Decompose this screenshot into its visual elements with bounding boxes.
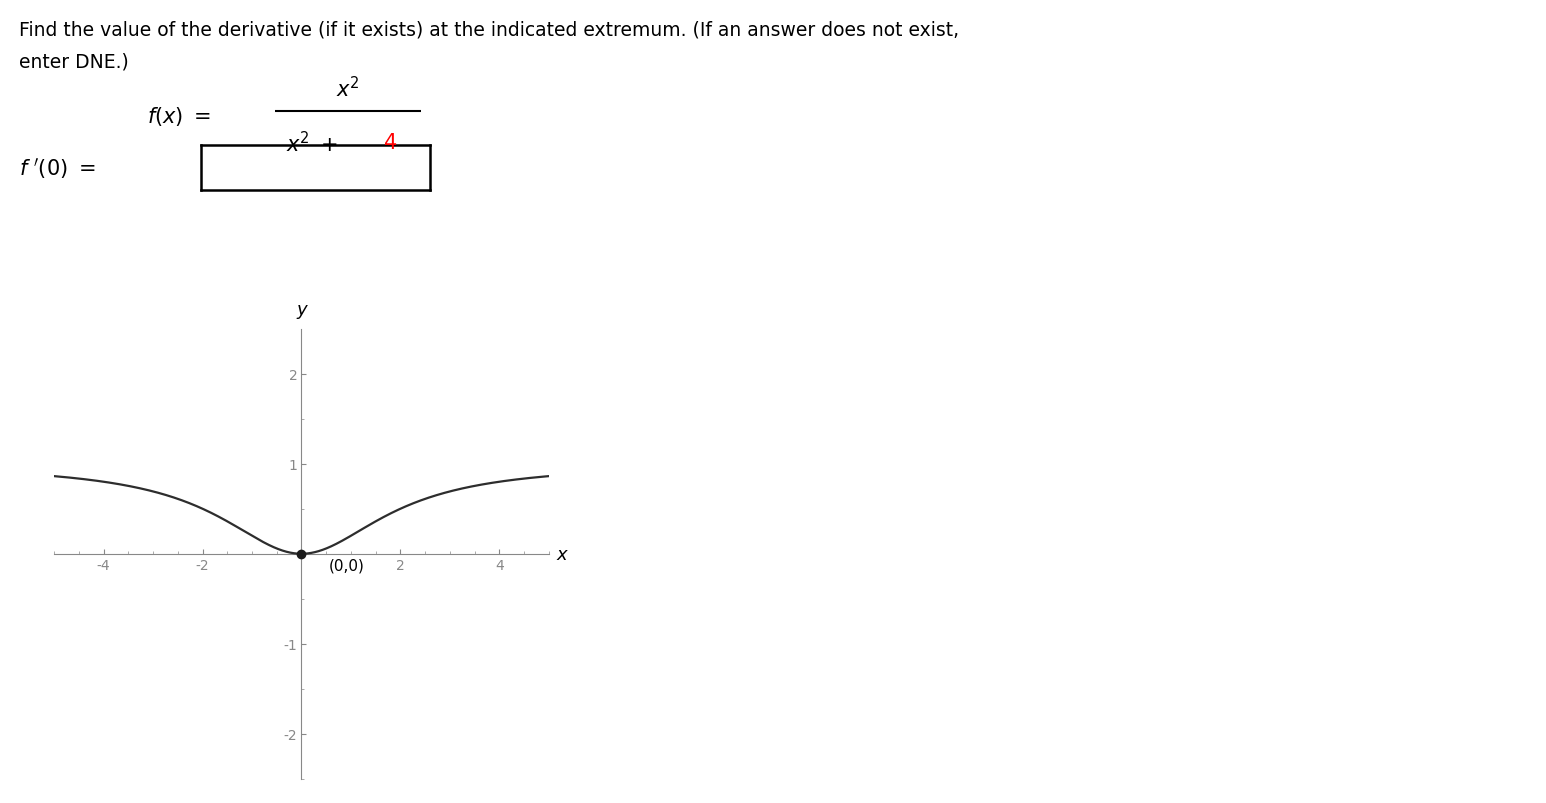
Text: y: y	[297, 300, 306, 319]
Text: $\mathit{f}\ '(0)\ =$: $\mathit{f}\ '(0)\ =$	[19, 156, 96, 181]
Text: enter DNE.): enter DNE.)	[19, 52, 128, 71]
Text: x: x	[557, 545, 567, 563]
Text: $\mathit{x}^2$: $\mathit{x}^2$	[335, 75, 360, 101]
Text: $4$: $4$	[383, 133, 397, 153]
Text: Find the value of the derivative (if it exists) at the indicated extremum. (If a: Find the value of the derivative (if it …	[19, 20, 959, 39]
Text: $\mathit{x}^2\ +\ $: $\mathit{x}^2\ +\ $	[286, 130, 339, 156]
Text: $\mathit{f}(\mathit{x})\ =$: $\mathit{f}(\mathit{x})\ =$	[147, 105, 212, 128]
Text: (0,0): (0,0)	[329, 558, 365, 573]
